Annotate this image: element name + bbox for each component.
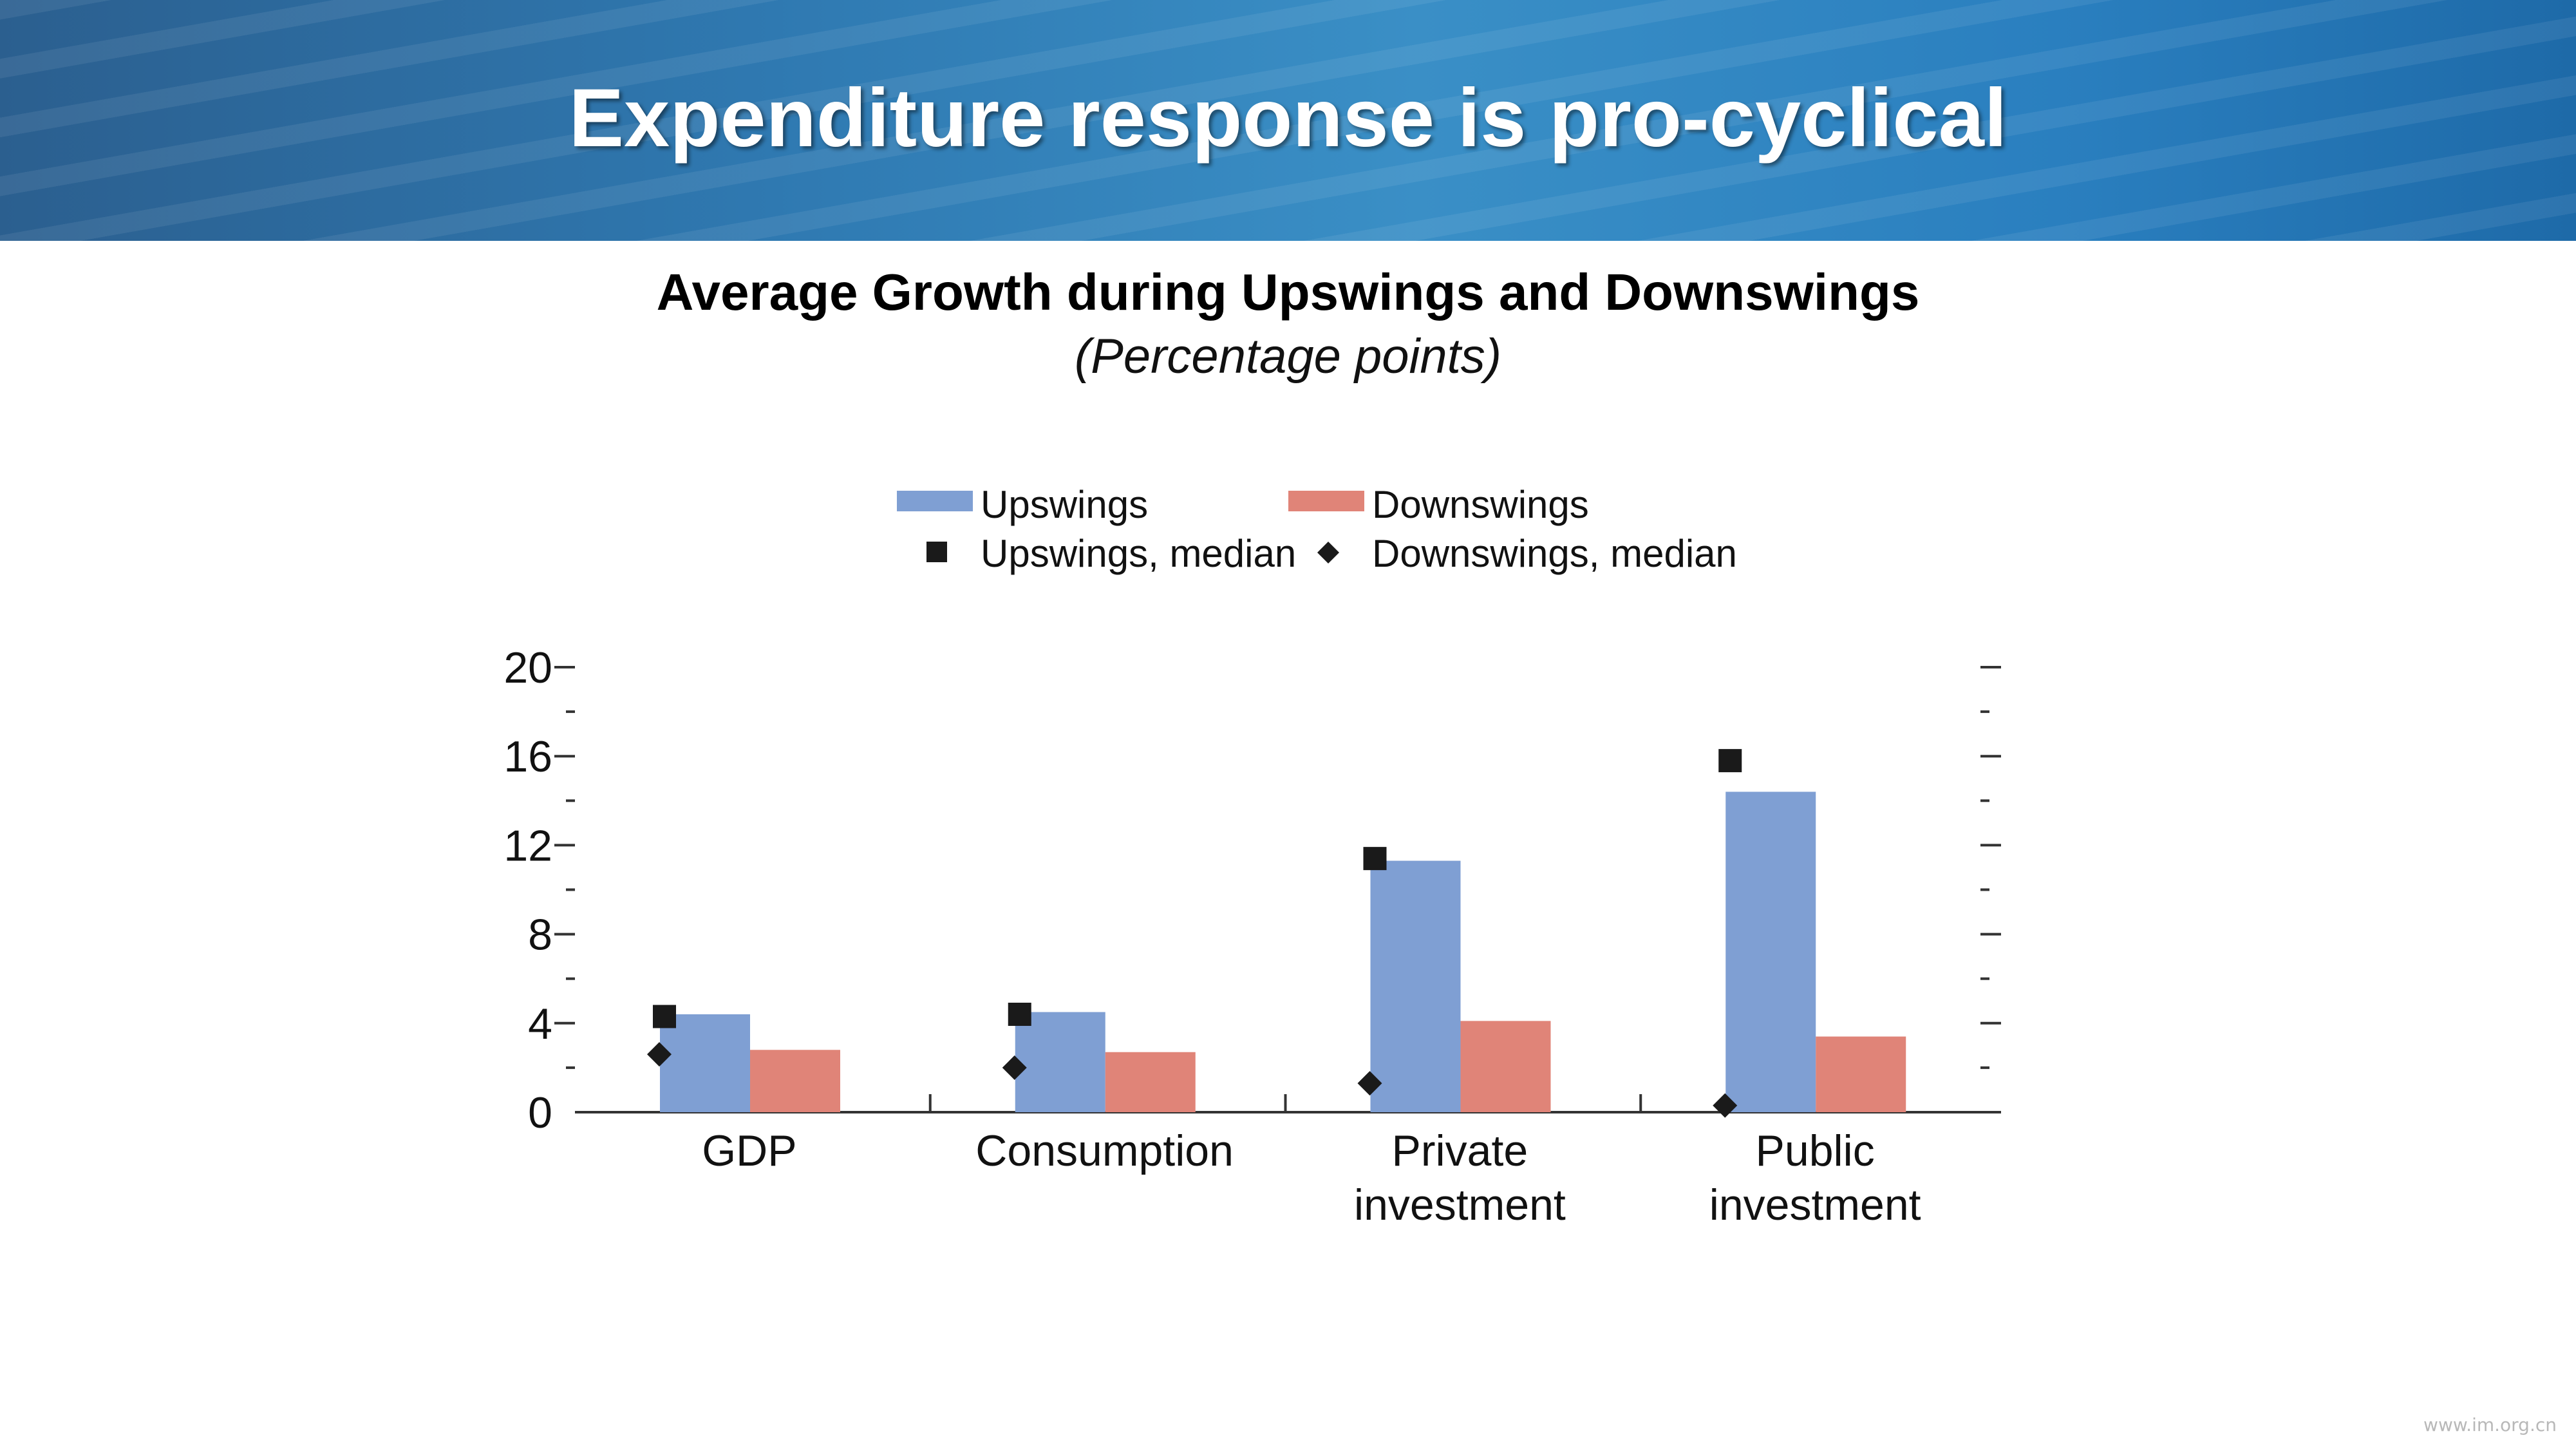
legend-swatch (897, 491, 973, 511)
marker-downswings-median (647, 1042, 672, 1067)
y-tick-label: 12 (503, 821, 552, 870)
chart-title: Average Growth during Upswings and Downs… (656, 263, 1920, 321)
x-category-label-line: Consumption (975, 1126, 1234, 1175)
legend-label: Upswings, median (981, 532, 1296, 575)
x-category-label-line: GDP (702, 1126, 796, 1175)
bar-downswings (1460, 1021, 1551, 1112)
bar-downswings (1816, 1036, 1906, 1112)
y-tick-label: 4 (528, 999, 552, 1048)
y-tick-label: 16 (503, 732, 552, 781)
marker-upswings-median (653, 1005, 676, 1028)
bar-upswings (1725, 791, 1816, 1112)
x-category-label-line: Private (1392, 1126, 1528, 1175)
x-category-label-line: Public (1756, 1126, 1875, 1175)
title-banner: Expenditure response is pro-cyclical (0, 0, 2576, 241)
chart-legend: Upswings Downswings Upswings, median Downsw… (897, 483, 1737, 575)
x-category-label: Private investment (1354, 1126, 1566, 1229)
chart-subtitle: (Percentage points) (1074, 329, 1502, 384)
watermark: www.im.org.cn (2423, 1414, 2557, 1436)
bar-upswings (660, 1014, 750, 1112)
y-tick-label: 0 (528, 1088, 552, 1137)
x-category-label: Public investment (1709, 1126, 1921, 1229)
x-category-label: GDP (702, 1126, 796, 1175)
legend-square-marker (926, 542, 947, 562)
x-category-label-line: investment (1354, 1180, 1566, 1229)
bar-upswings (1370, 860, 1461, 1112)
legend-label: Downswings (1372, 483, 1589, 526)
slide-title: Expenditure response is pro-cyclical (569, 72, 2007, 164)
banner-texture (0, 0, 2576, 241)
legend-diamond-marker (1317, 542, 1339, 564)
marker-upswings-median (1008, 1002, 1031, 1026)
x-category-label-line: investment (1709, 1180, 1921, 1229)
marker-downswings-median (1713, 1093, 1738, 1118)
legend-label: Upswings (981, 483, 1148, 526)
watermark-line2: www.im.org.cn (2423, 1414, 2557, 1436)
bar-upswings (1015, 1012, 1105, 1112)
legend-swatch (1288, 491, 1364, 511)
bar-downswings (1105, 1052, 1196, 1112)
y-tick-label: 8 (528, 911, 552, 960)
chart-marks (647, 749, 1906, 1118)
x-category-label: Consumption (975, 1126, 1234, 1175)
y-tick-label: 20 (503, 643, 552, 692)
marker-downswings-median (1002, 1055, 1027, 1080)
marker-upswings-median (1718, 749, 1742, 773)
bar-downswings (750, 1050, 840, 1112)
chart-axes: 0 4 8 12 16 20 GDP Consumption Private investment… (503, 643, 2001, 1229)
marker-upswings-median (1363, 847, 1387, 871)
marker-downswings-median (1357, 1071, 1382, 1096)
legend-label: Downswings, median (1372, 532, 1737, 575)
